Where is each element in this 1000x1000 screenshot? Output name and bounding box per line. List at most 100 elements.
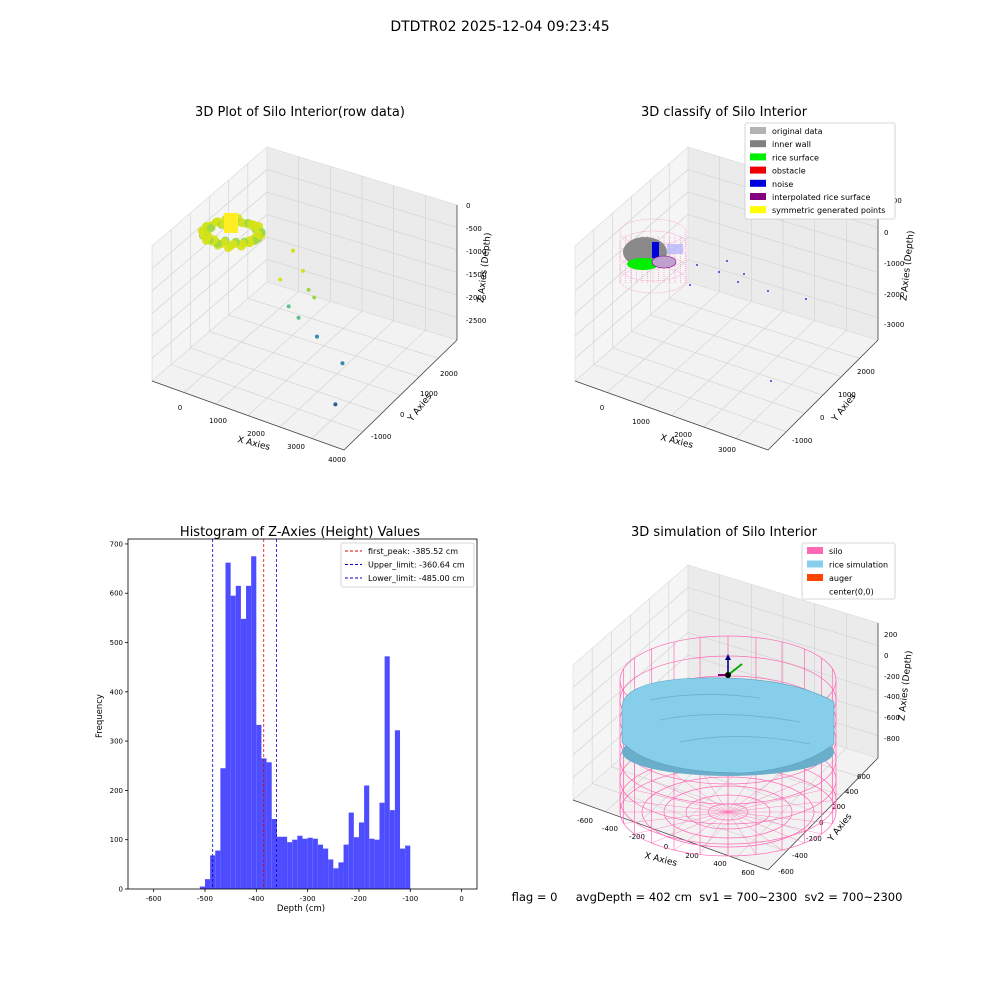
classify-silo-ring [619,218,687,246]
histogram-bar [343,844,349,889]
classify-legend: original data inner wall rice surface obsta… [744,122,896,220]
histogram-bar [353,837,359,889]
raw-x-tick: 0 [178,404,182,412]
histogram-bar [246,585,252,889]
histogram-y-tick-label: 300 [110,738,123,746]
simulation-center-marker [725,672,731,678]
simulation-legend-label: rice simulation [829,561,888,570]
simulation-silo-spoke [651,780,729,813]
classify-x-tick: 0 [600,404,604,412]
simulation-legend-frame [801,542,896,600]
classify-z-tick: -2000 [884,291,904,299]
histogram-bar [338,862,344,889]
histogram-bar [323,848,329,889]
histogram-frame [127,538,478,890]
simulation-silo-spoke [623,811,729,824]
histogram-bar [358,822,365,889]
simulation-silo-spoke [727,811,833,824]
simulation-x-tick: -400 [602,825,618,833]
raw-data-point [291,248,296,253]
simulation-rice-texture [649,694,811,745]
classify-legend-label: interpolated rice surface [772,193,870,202]
histogram-bar [266,762,272,889]
simulation-x-axis-label: X Axies [643,851,678,869]
histogram-y-tick-label: 400 [110,688,123,696]
raw-y-tick: -1000 [371,433,391,441]
histogram-bar [204,879,211,889]
histogram-bar [281,836,288,889]
simulation-x-tick: 200 [685,852,698,860]
histogram-x-tick-label: -200 [351,895,367,903]
simulation-legend-swatch [807,547,823,554]
raw-y-tick: 2000 [440,370,458,378]
histogram-x-tick-label: -300 [300,895,316,903]
histogram-x-tick-label: -400 [248,895,264,903]
simulation-x-tick: 0 [664,843,668,851]
histogram-bar [364,785,370,889]
simulation-z-tick: 200 [884,631,897,639]
simulation-legend-label: silo [829,547,843,556]
histogram-legend: first_peak: -385.52 cm Upper_limit: -360.… [340,542,475,588]
simulation-z-tick: -800 [884,735,900,743]
histogram-bar [261,758,267,889]
histogram-bar [287,842,293,889]
classify-legend-swatch [750,153,766,161]
simulation-x-tick: 400 [713,860,726,868]
status-line: flag = 0 avgDepth = 402 cm sv1 = 700~230… [512,890,903,904]
raw-data-point [312,295,317,300]
histogram-x-axis-label: Depth (cm) [277,904,325,914]
classify-legend-label: noise [772,180,793,189]
histogram-bar [348,812,354,889]
classify-noise-point [726,260,728,262]
histogram-bar [292,839,298,889]
classify-x-tick: 3000 [718,446,736,454]
simulation-legend: silo rice simulation auger center(0,0) [801,542,896,600]
classify-y-tick: 1000 [838,391,856,399]
simulation-y-tick: 200 [832,803,845,811]
classify-z-tick: 0 [884,229,888,237]
histogram-y-tick-label: 700 [110,540,123,548]
classify-legend-swatch [750,140,766,148]
classify-legend-swatch [750,193,766,200]
histogram-bar [230,595,236,889]
histogram-y-tick-label: 500 [110,639,123,647]
classify-interpolated-surface [651,255,677,269]
classify-legend-label: obstacle [772,167,806,176]
simulation-z-axis-label: Z Axies (Depth) [897,650,914,721]
histogram-bar [394,730,401,889]
raw-data-3d-plot: 3D Plot of Silo Interior(row data) 0 1000… [151,105,494,464]
histogram-x-tick-label: -500 [197,895,213,903]
raw-z-tick: 0 [466,202,470,210]
histogram-bar [312,838,318,889]
simulation-silo-spoke [727,811,783,851]
raw-x-tick: 4000 [328,456,346,464]
classify-x-tick: 2000 [674,431,692,439]
raw-z-tick: -2000 [466,294,486,302]
simulation-silo-spoke [727,811,805,844]
histogram-bar [271,819,277,889]
classify-rice-surface [627,258,659,270]
simulation-z-tick: 0 [884,652,888,660]
simulation-x-tick: -600 [577,817,593,825]
histogram-bar [384,656,390,889]
histogram-x-tick-label: 0 [459,895,463,903]
simulation-y-tick: -600 [778,868,794,876]
simulation-silo-spoke [727,811,757,855]
raw-y-tick: 1000 [420,390,438,398]
raw-z-tick: -2500 [466,317,486,325]
histogram-legend-label: Lower_limit: -485.00 cm [368,574,465,583]
classify-noise-point [718,271,720,273]
histogram-y-tick-label: 0 [119,886,123,894]
classify-noise-cluster [652,242,659,258]
simulation-y-tick: -400 [792,852,808,860]
histogram-bar [210,855,216,889]
histogram-bar [215,850,221,889]
raw-plot-title: 3D Plot of Silo Interior(row data) [195,105,405,120]
simulation-silo-spoke [673,811,729,851]
simulation-legend-swatch [807,587,823,595]
simulation-legend-swatch [807,574,823,581]
histogram-bar [302,838,308,889]
classify-noise-point [689,284,691,286]
simulation-silo-spoke [699,769,729,813]
